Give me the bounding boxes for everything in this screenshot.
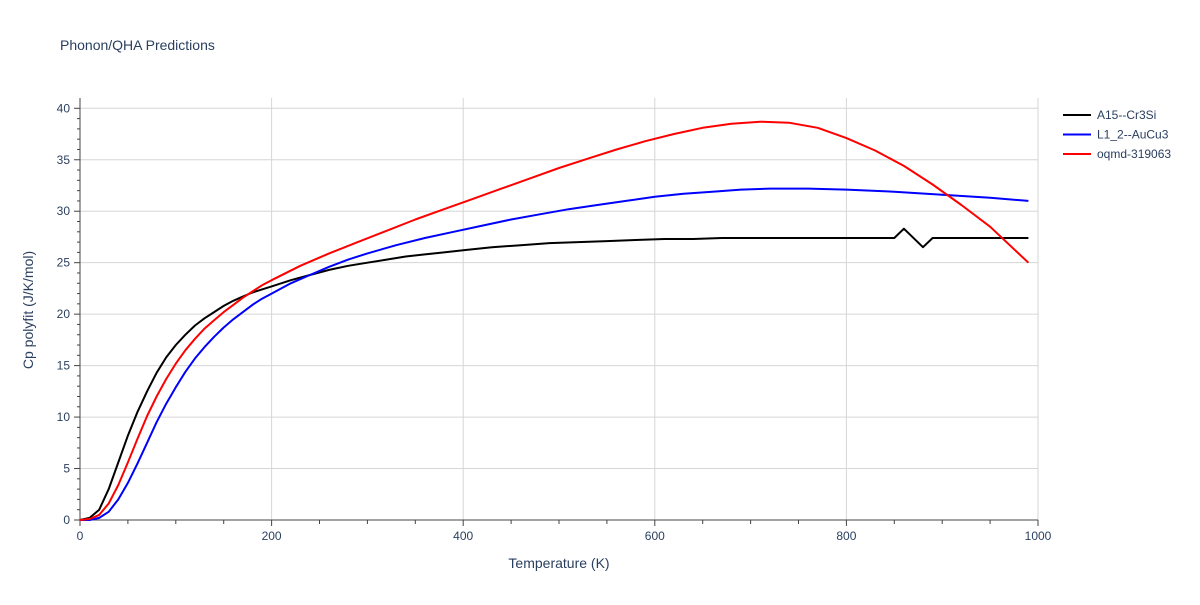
chart-title: Phonon/QHA Predictions [60, 37, 215, 53]
y-tick-label: 15 [57, 359, 71, 373]
y-tick-label: 20 [57, 307, 71, 321]
legend-item-2[interactable]: L1_2--AuCu3 [1063, 128, 1169, 142]
x-tick-label: 1000 [1025, 529, 1052, 543]
x-tick-label: 800 [836, 529, 856, 543]
y-axis-title: Cp polyfit (J/K/mol) [20, 251, 36, 369]
legend-label: L1_2--AuCu3 [1097, 128, 1169, 142]
series-line-3 [79, 120, 1030, 521]
y-tick-label: 25 [57, 256, 71, 270]
x-axis-title: Temperature (K) [508, 555, 609, 571]
y-tick-label: 10 [57, 410, 71, 424]
y-tick-label: 0 [63, 513, 70, 527]
y-tick-label: 40 [57, 101, 71, 115]
legend[interactable]: A15--Cr3Si L1_2--AuCu3 oqmd-319063 [1063, 108, 1171, 161]
legend-item-1[interactable]: A15--Cr3Si [1063, 108, 1156, 122]
y-tick-label: 30 [57, 204, 71, 218]
series-line-2 [80, 187, 1029, 521]
y-tick-label: 35 [57, 153, 71, 167]
x-tick-label: 0 [77, 529, 84, 543]
axes: 0 200 400 600 800 1000 0 5 10 15 20 25 30 35 40 [57, 98, 1052, 543]
legend-label: oqmd-319063 [1097, 147, 1171, 161]
x-tick-label: 400 [453, 529, 473, 543]
y-tick-label: 5 [63, 462, 70, 476]
grid [80, 98, 1039, 520]
series-line-1 [79, 227, 1029, 521]
legend-item-3[interactable]: oqmd-319063 [1063, 147, 1171, 161]
legend-label: A15--Cr3Si [1097, 108, 1156, 122]
x-tick-label: 200 [262, 529, 282, 543]
x-tick-label: 600 [645, 529, 665, 543]
series-layer [79, 120, 1030, 521]
